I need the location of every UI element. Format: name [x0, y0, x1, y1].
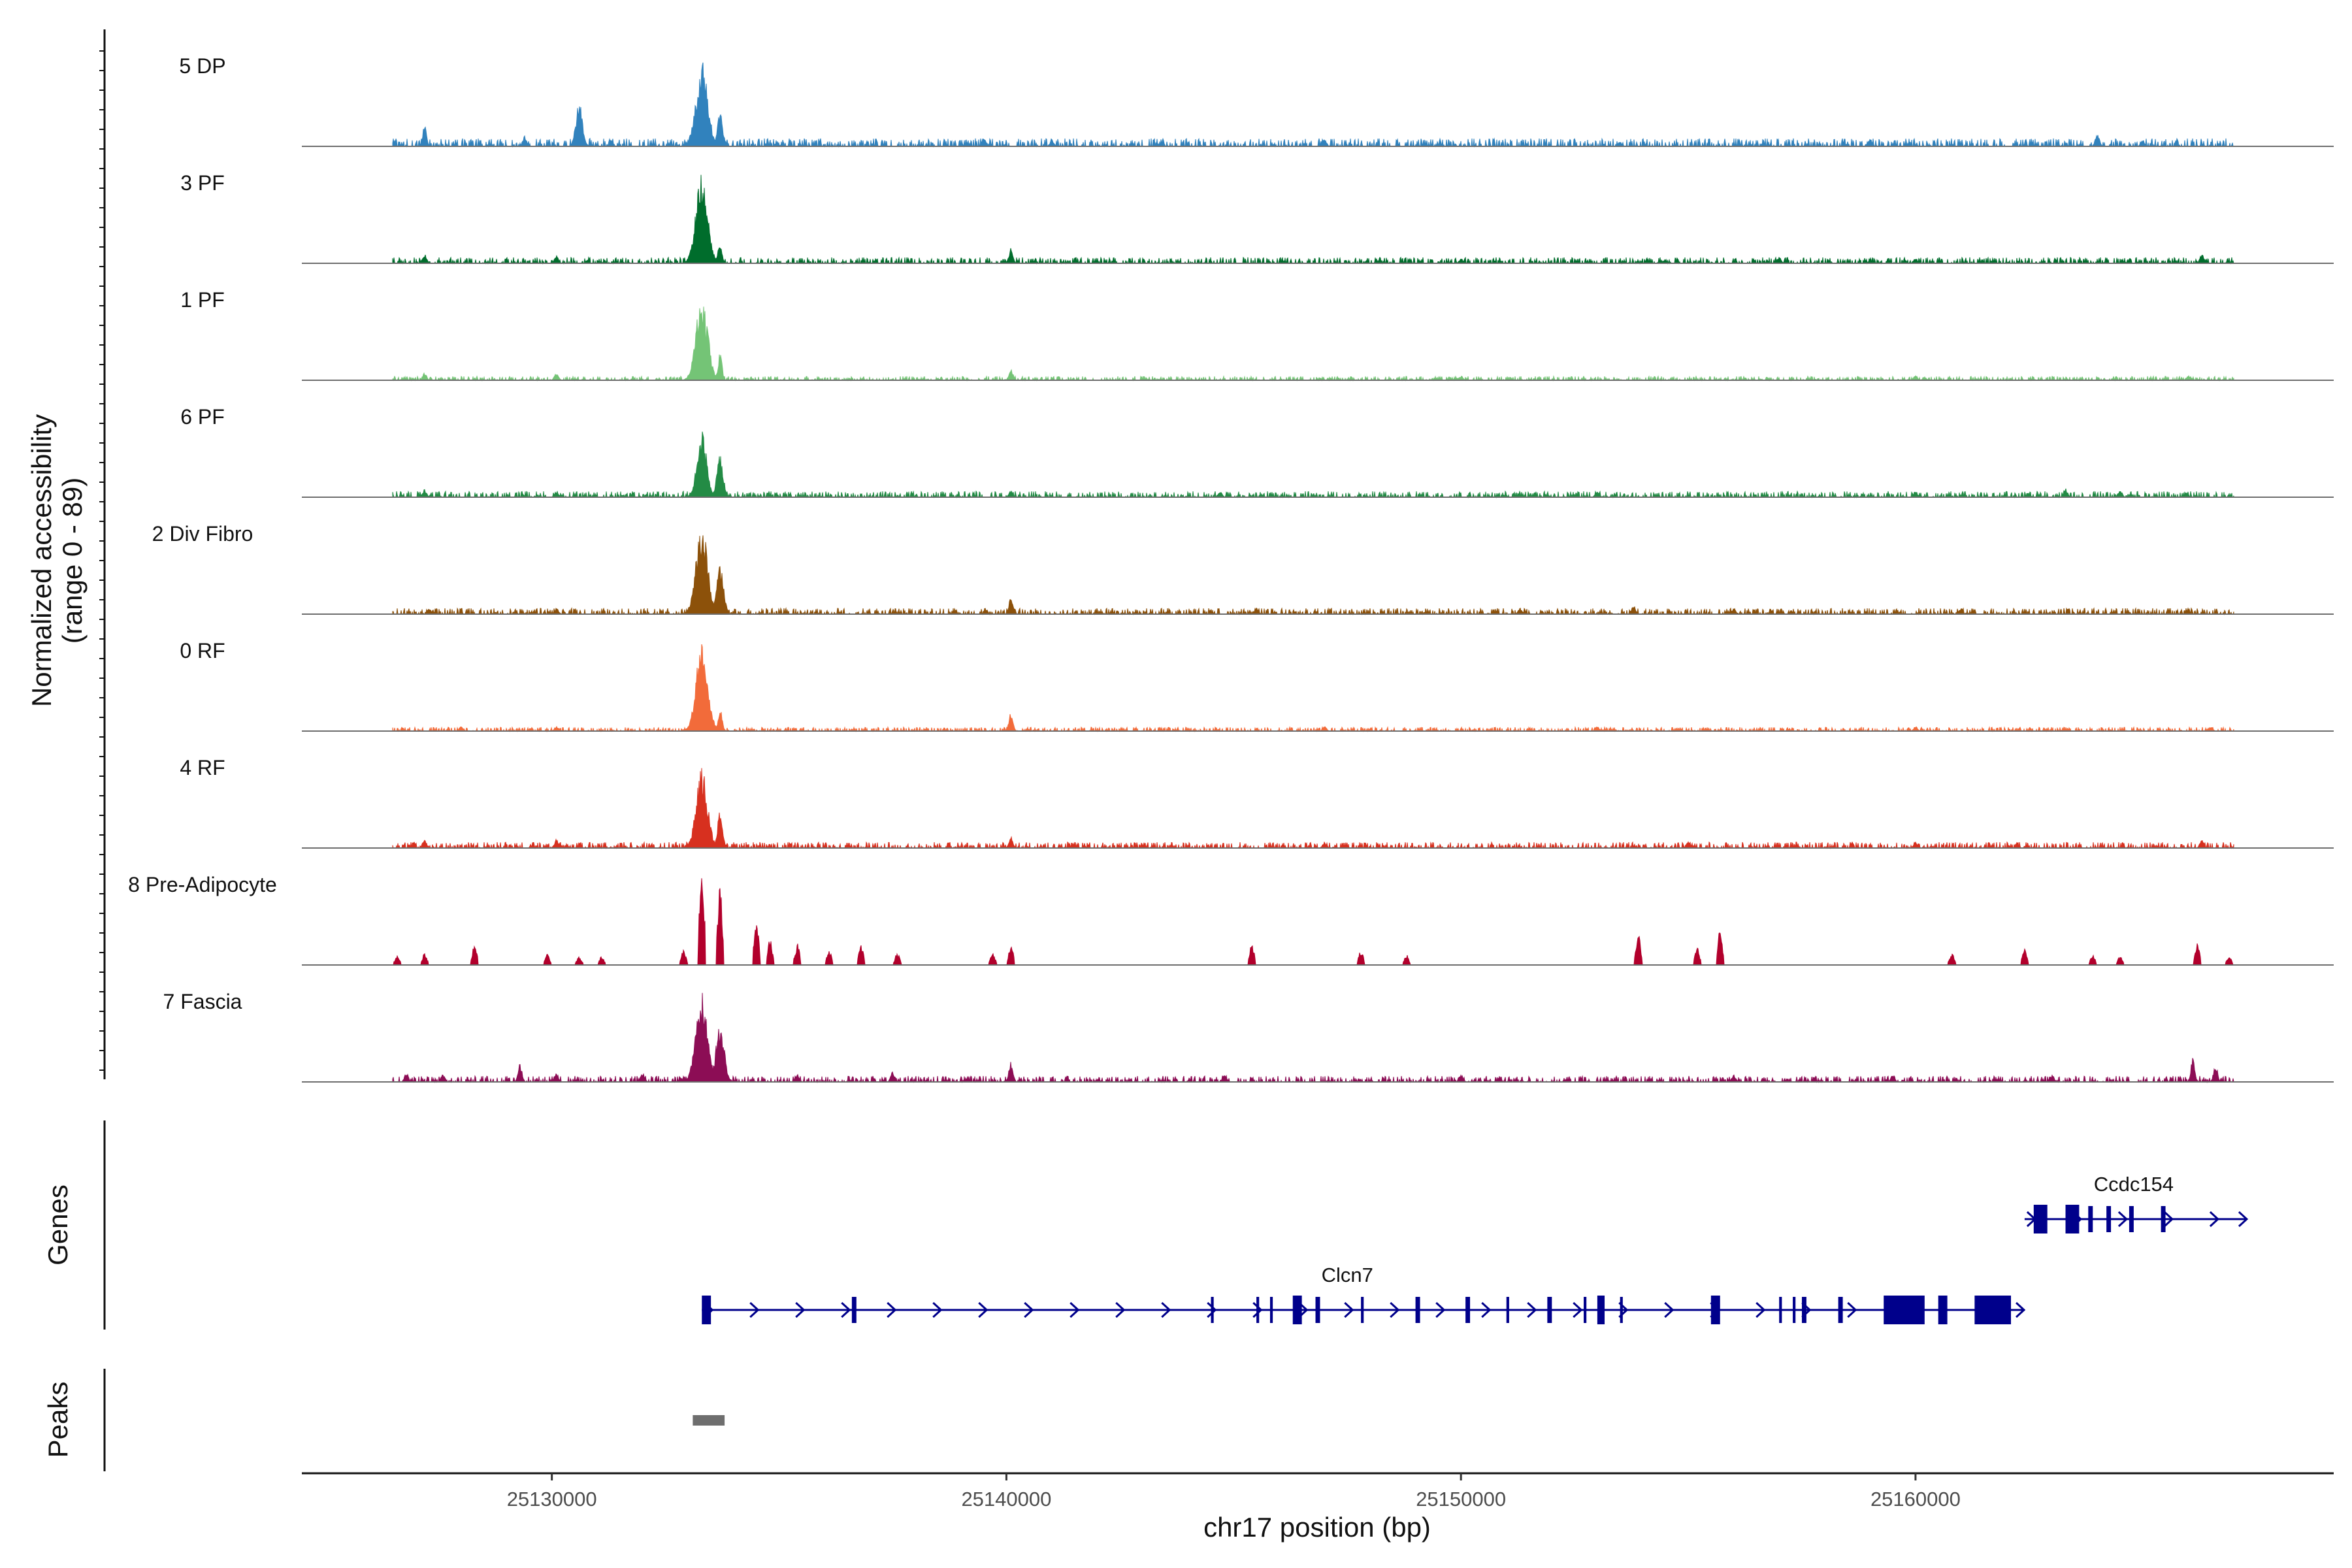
track-label: 0 RF [180, 639, 225, 662]
gene-exon [1620, 1297, 1623, 1323]
strand-arrow [2016, 1301, 2026, 1318]
gene-exon [1793, 1297, 1796, 1323]
strand-arrow [1481, 1301, 1492, 1318]
strand-arrow [1161, 1301, 1171, 1318]
peak-region [693, 1415, 725, 1426]
track-4-rf: 4 RF [180, 756, 2334, 849]
strand-arrow [2117, 1211, 2129, 1228]
gene-exon [1838, 1297, 1843, 1323]
coverage-y-axis [99, 29, 106, 1079]
gene-exon [1256, 1297, 1260, 1323]
track-label: 7 Fascia [163, 990, 242, 1013]
coverage-area [392, 431, 2234, 498]
strand-arrow [2238, 1211, 2249, 1228]
track-3-pf: 3 PF [180, 171, 2334, 265]
gene-exon [1506, 1297, 1509, 1323]
gene-exon [2065, 1205, 2080, 1233]
strand-arrow [1207, 1301, 1217, 1318]
x-tick-label: 25140000 [961, 1488, 1051, 1511]
peaks-panel-label: Peaks [42, 1382, 73, 1458]
track-label: 1 PF [180, 288, 225, 312]
track-0-rf: 0 RF [180, 639, 2334, 732]
strand-arrow [1024, 1301, 1034, 1318]
gene-exon [1710, 1296, 1720, 1324]
gene-exon [1974, 1296, 2012, 1324]
gene-label: Clcn7 [1322, 1264, 1373, 1286]
track-6-pf: 6 PF [180, 405, 2334, 498]
strand-arrow [841, 1301, 851, 1318]
track-label: 6 PF [180, 405, 225, 429]
strand-arrow [1115, 1301, 1126, 1318]
strand-arrow [1573, 1301, 1583, 1318]
gene-exon [2161, 1206, 2166, 1232]
track-8-pre-adipocyte: 8 Pre-Adipocyte [128, 873, 2334, 966]
gene-exon [1584, 1297, 1587, 1323]
gene-exon [1801, 1297, 1806, 1323]
strand-arrow [932, 1301, 943, 1318]
gene-exon [2129, 1206, 2134, 1232]
peaks-track [693, 1415, 725, 1426]
track-1-pf: 1 PF [180, 288, 2334, 382]
strand-arrow [795, 1301, 806, 1318]
strand-arrow [887, 1301, 897, 1318]
strand-arrow [2163, 1211, 2174, 1228]
gene-exon [1779, 1297, 1782, 1323]
track-label: 5 DP [179, 54, 225, 78]
track-5-dp: 5 DP [179, 54, 2334, 148]
track-label: 4 RF [180, 756, 225, 779]
gene-exon [1361, 1297, 1364, 1323]
track-7-fascia: 7 Fascia [163, 990, 2334, 1083]
track-2-div-fibro: 2 Div Fibro [152, 522, 2334, 615]
coverage-tracks: 5 DP 3 PF 1 PF 6 PF 2 Div Fibro 0 RF 4 RF 8 Pre… [128, 54, 2334, 1083]
strand-arrow [1252, 1301, 1263, 1318]
gene-exon [1211, 1297, 1214, 1323]
gene-exon [1292, 1296, 1302, 1324]
strand-arrow [1390, 1301, 1400, 1318]
strand-arrow [1756, 1301, 1766, 1318]
gene-clcn7: Clcn7 [702, 1264, 2026, 1324]
track-label: 3 PF [180, 171, 225, 195]
strand-arrow [1435, 1301, 1446, 1318]
coverage-y-ticks [99, 50, 105, 1071]
strand-arrow [1344, 1301, 1354, 1318]
strand-arrow [1847, 1301, 1857, 1318]
gene-label: Ccdc154 [2094, 1173, 2174, 1196]
gene-exon [1415, 1297, 1420, 1323]
gene-exon [851, 1297, 857, 1323]
track-label: 8 Pre-Adipocyte [128, 873, 277, 896]
x-axis-ticks: 25130000 25140000 25150000 25160000 [507, 1473, 1961, 1511]
gene-ccdc154: Ccdc154 [2024, 1173, 2249, 1233]
x-axis-title: chr17 position (bp) [1203, 1512, 1431, 1543]
gene-exon [1597, 1296, 1605, 1324]
x-tick-label: 25130000 [507, 1488, 597, 1511]
gene-exon [2088, 1206, 2093, 1232]
track-label: 2 Div Fibro [152, 522, 253, 546]
strand-arrow [749, 1301, 760, 1318]
gene-exon [1465, 1297, 1471, 1323]
strand-arrow [2209, 1211, 2220, 1228]
strand-arrow [1527, 1301, 1537, 1318]
gene-exon [702, 1296, 711, 1324]
strand-arrow [978, 1301, 988, 1318]
gene-exon [2106, 1206, 2112, 1232]
genes-panel-label: Genes [42, 1184, 73, 1266]
y-axis-title: Normalized accessibility [26, 414, 57, 707]
x-tick-label: 25160000 [1870, 1488, 1961, 1511]
y-axis-range: (range 0 - 89) [57, 478, 88, 644]
coverage-area [392, 174, 2234, 265]
strand-arrow [1664, 1301, 1674, 1318]
gene-exon [2033, 1205, 2048, 1233]
gene-exon [1269, 1297, 1273, 1323]
strand-arrow [1070, 1301, 1080, 1318]
gene-exon [1315, 1297, 1320, 1323]
gene-exon [1547, 1297, 1552, 1323]
gene-exon [1938, 1296, 1948, 1324]
x-tick-label: 25150000 [1416, 1488, 1506, 1511]
gene-exon [1884, 1296, 1925, 1324]
gene-annotation-track: Clcn7 Ccdc154 [702, 1173, 2249, 1324]
coverage-area [392, 644, 2234, 732]
